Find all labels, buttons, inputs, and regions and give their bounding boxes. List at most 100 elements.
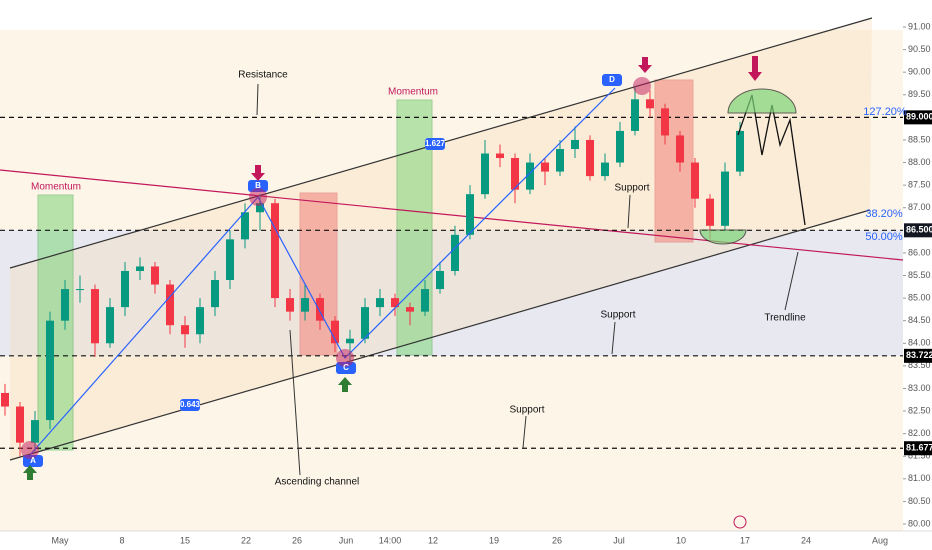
annotation: 50.00% — [865, 231, 903, 243]
label-box — [180, 399, 200, 411]
x-tick-label: 8 — [119, 535, 124, 545]
y-tick-label: 80.50 — [908, 496, 931, 506]
price-axis — [903, 0, 932, 550]
candle-body — [286, 298, 294, 312]
candle-body — [436, 270, 444, 290]
y-tick-label: 88.00 — [908, 157, 931, 167]
label-box — [602, 74, 622, 86]
candle-body — [136, 266, 144, 271]
x-tick-label: 24 — [801, 535, 811, 545]
candle-body — [226, 239, 234, 281]
annotation: 1.627 — [425, 139, 446, 148]
annotation: A — [30, 456, 36, 465]
y-tick-label: 88.50 — [908, 134, 931, 144]
annotation: Support — [600, 310, 635, 321]
pointer — [256, 83, 259, 116]
pointer — [611, 321, 616, 355]
label-box — [425, 138, 445, 150]
candle-body — [271, 203, 279, 299]
candle-body — [511, 158, 519, 190]
x-tick-label: 14:00 — [379, 535, 402, 545]
candle-body — [196, 307, 204, 335]
pivot — [633, 77, 651, 95]
pivot — [336, 349, 354, 367]
candle-body — [571, 139, 579, 149]
x-tick-label: 22 — [241, 535, 251, 545]
x-tick-label: Jun — [339, 535, 354, 545]
candle-body — [211, 280, 219, 308]
level-tag — [904, 348, 932, 363]
y-tick-label: 83.50 — [908, 360, 931, 370]
y-tick-label: 84.00 — [908, 338, 931, 348]
candle-body — [646, 99, 654, 109]
candle-body — [691, 162, 699, 199]
x-tick-label: 10 — [676, 535, 686, 545]
candle-body — [736, 130, 744, 172]
level-tag — [904, 223, 932, 238]
y-tick-label: 82.00 — [908, 428, 931, 438]
x-tick-label: Aug — [872, 535, 888, 545]
annotation: Trendline — [764, 313, 806, 324]
level-tag — [904, 441, 932, 456]
y-tick-label: 84.50 — [908, 315, 931, 325]
annotation: Momentum — [31, 182, 81, 193]
candle-body — [16, 406, 24, 443]
candle-body — [541, 162, 549, 172]
level-label: 83.722 — [906, 350, 932, 360]
down-arrow — [748, 56, 762, 81]
reversal-box — [654, 79, 694, 243]
x-tick-label: 17 — [740, 535, 750, 545]
y-tick-label: 87.00 — [908, 202, 931, 212]
annotation: Ascending channel — [275, 477, 360, 488]
x-tick-label: 15 — [180, 535, 190, 545]
candle-body — [556, 148, 564, 172]
y-tick-label: 90.50 — [908, 44, 931, 54]
annotation: Support — [509, 405, 544, 416]
candle-body — [421, 289, 429, 312]
candle-body — [1, 392, 9, 407]
wave-line — [29, 87, 616, 456]
y-tick-label: 90.00 — [908, 67, 931, 77]
event-icon — [733, 515, 747, 529]
candle-body — [676, 135, 684, 163]
candle-body — [346, 338, 354, 344]
candle-body — [181, 325, 189, 335]
y-tick-label: 85.00 — [908, 292, 931, 302]
candle-body — [616, 130, 624, 163]
y-tick-label: 85.50 — [908, 270, 931, 280]
candle-body — [391, 298, 399, 308]
candle-body — [601, 162, 609, 177]
candle-body — [481, 153, 489, 195]
candle-body — [46, 320, 54, 421]
top-arc — [727, 88, 797, 114]
candle-body — [451, 234, 459, 271]
candle-body — [106, 307, 114, 344]
candle-body — [31, 420, 39, 443]
pivot — [249, 188, 267, 206]
y-tick-label: 86.00 — [908, 247, 931, 257]
candle-body — [256, 203, 264, 213]
candle-body — [631, 99, 639, 131]
pivot — [21, 441, 39, 459]
channel-lower — [9, 209, 871, 461]
level-label: 89.000 — [906, 112, 932, 122]
candle-body — [586, 139, 594, 177]
down-arrow — [251, 165, 265, 181]
annotation: C — [343, 363, 349, 372]
candle-body — [91, 289, 99, 344]
up-arrow — [23, 465, 37, 480]
y-tick-label: 80.00 — [908, 518, 931, 528]
annotation: B — [255, 181, 261, 190]
candle-body — [721, 171, 729, 226]
annotation: Momentum — [388, 87, 438, 98]
candle-body — [466, 194, 474, 235]
candle-body — [361, 307, 369, 339]
candle-body — [706, 198, 714, 226]
candle-body — [121, 270, 129, 308]
pointer — [784, 251, 799, 311]
x-tick-label: 26 — [552, 535, 562, 545]
annotation: D — [609, 75, 615, 84]
pointer — [522, 415, 527, 449]
pointer — [289, 329, 301, 476]
